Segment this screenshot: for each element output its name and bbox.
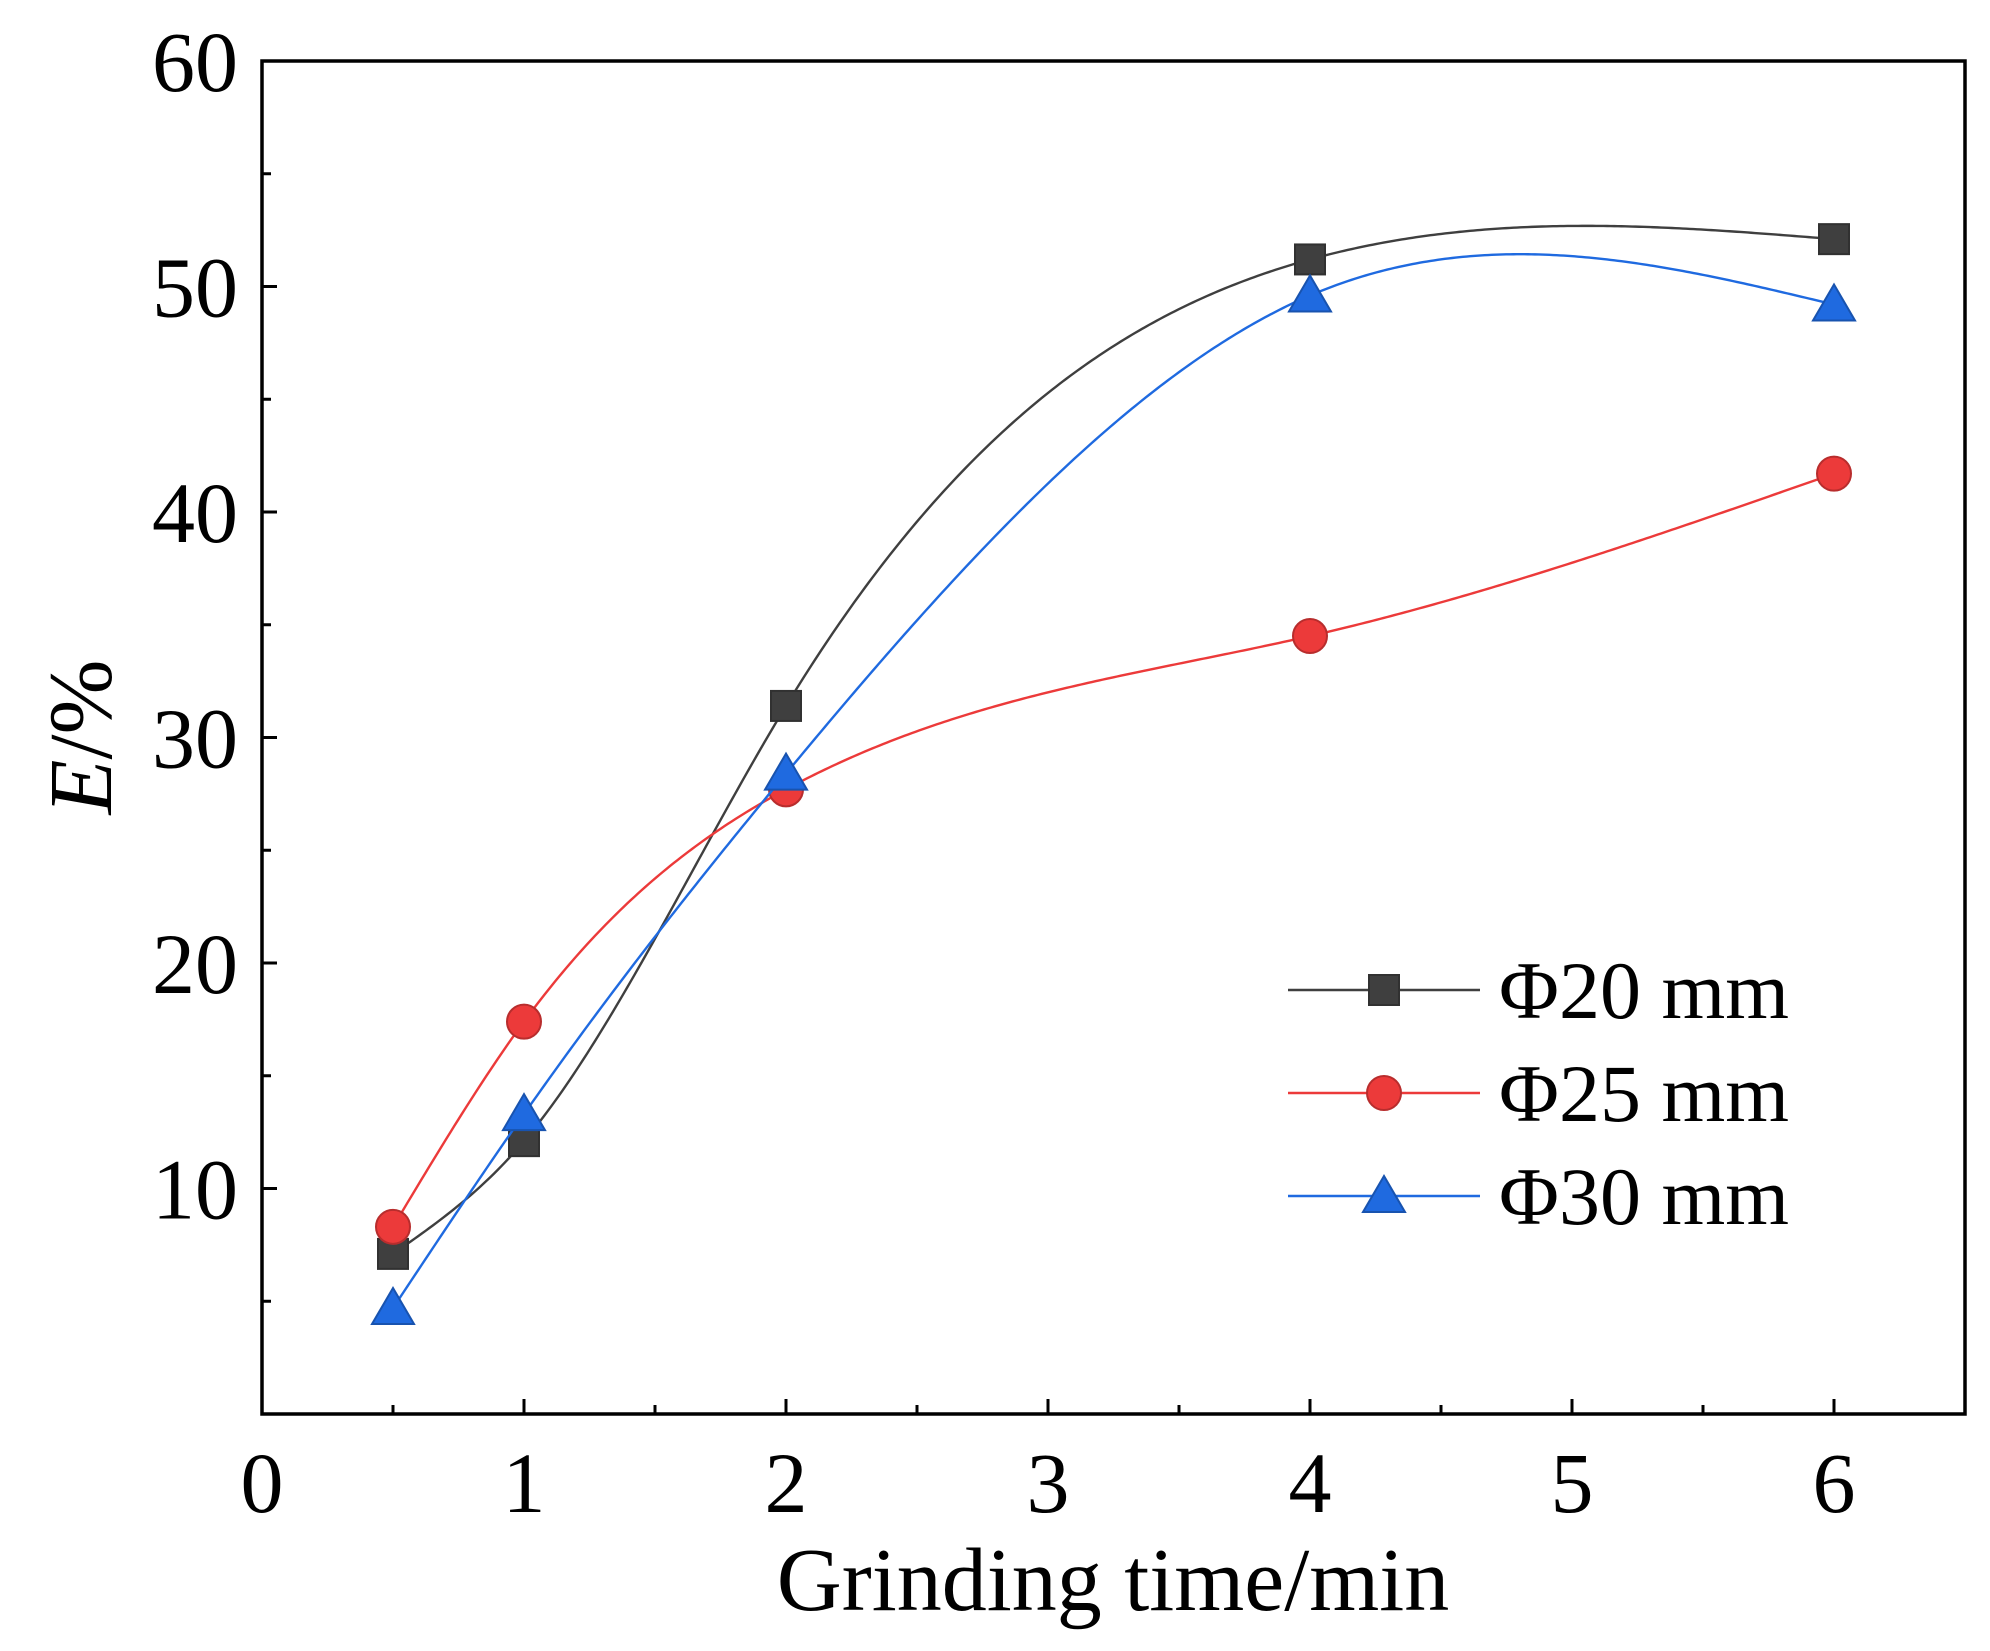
series-3-marker xyxy=(1811,282,1857,322)
series-1-marker xyxy=(770,689,802,722)
legend-item-2: Φ25 mm xyxy=(1288,1048,1789,1139)
legend-marker-3 xyxy=(1361,1174,1407,1213)
series-2-marker xyxy=(1816,455,1852,492)
series-1-marker xyxy=(1294,243,1326,276)
x-tick-label: 1 xyxy=(503,1435,546,1531)
series-1-marker xyxy=(1818,223,1850,256)
series-2-marker xyxy=(1292,618,1328,655)
series-3-marker xyxy=(370,1286,416,1326)
x-tick-label: 4 xyxy=(1289,1435,1332,1531)
legend-marker-2 xyxy=(1366,1075,1402,1111)
x-tick-label: 3 xyxy=(1027,1435,1070,1531)
series-3-marker xyxy=(501,1092,547,1132)
y-tick-label: 50 xyxy=(152,240,238,336)
series-2-line xyxy=(391,472,1835,1228)
y-axis-label-symbol: E xyxy=(32,760,131,817)
series-3-marker xyxy=(1287,273,1333,313)
x-tick-label: 0 xyxy=(241,1435,284,1531)
series-layer xyxy=(370,223,1857,1326)
y-tick-label: 30 xyxy=(152,691,238,787)
axes: 0 1 2 3 4 5 6 10 20 30 40 50 60 xyxy=(152,14,1967,1531)
x-axis-label: Grinding time/min xyxy=(777,1531,1449,1630)
y-tick-label: 40 xyxy=(152,465,238,561)
series-2-marker xyxy=(375,1208,411,1245)
y-axis-label: E/% xyxy=(32,660,131,817)
legend-item-3: Φ30 mm xyxy=(1288,1151,1789,1242)
series-3 xyxy=(370,253,1857,1326)
legend: Φ20 mm Φ25 mm Φ30 mm xyxy=(1288,945,1789,1242)
legend-label-2: Φ25 mm xyxy=(1499,1048,1789,1139)
series-3-line xyxy=(391,253,1835,1309)
series-2-marker xyxy=(506,1003,542,1040)
x-tick-label: 6 xyxy=(1813,1435,1856,1531)
y-tick-label: 20 xyxy=(152,916,238,1012)
legend-item-1: Φ20 mm xyxy=(1288,945,1789,1036)
y-tick-label: 10 xyxy=(152,1142,238,1238)
legend-label-1: Φ20 mm xyxy=(1499,945,1789,1036)
legend-marker-1 xyxy=(1368,974,1400,1006)
y-tick-label: 60 xyxy=(152,14,238,110)
series-1-line xyxy=(392,224,1835,1255)
series-3-marker xyxy=(763,751,809,791)
x-tick-label: 5 xyxy=(1551,1435,1594,1531)
y-axis-label-unit: /% xyxy=(32,660,131,760)
x-tick-label: 2 xyxy=(765,1435,808,1531)
legend-label-3: Φ30 mm xyxy=(1499,1151,1789,1242)
